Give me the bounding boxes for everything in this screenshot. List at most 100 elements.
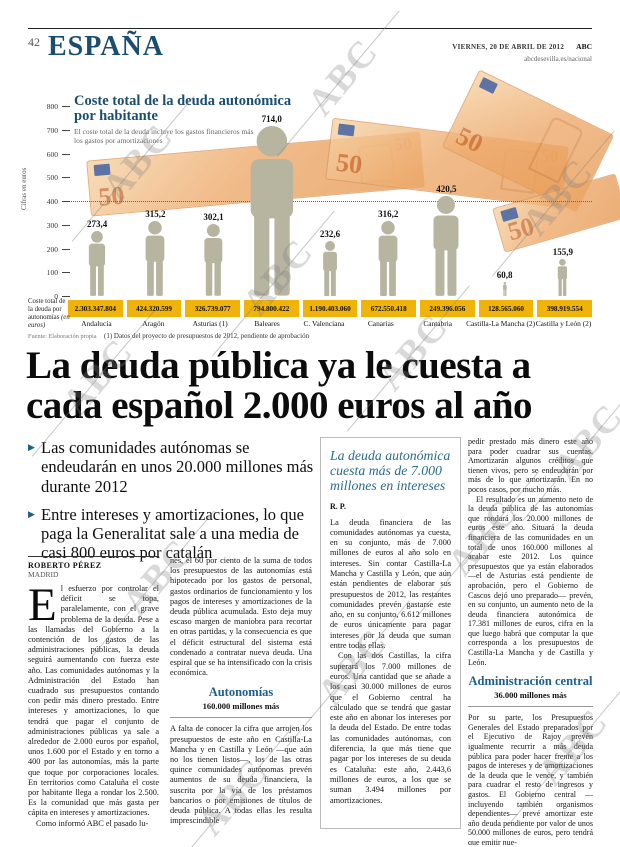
y-tick-label: 100 [46, 268, 58, 278]
y-tick-label: 0 [54, 292, 58, 301]
total-debt-box: 794.800.422 [244, 300, 299, 317]
person-pictogram-icon [433, 196, 459, 296]
date-line: VIERNES, 20 DE ABRIL DE 2012 [452, 43, 565, 51]
byline-name: ROBERTO PÉREZ [28, 561, 102, 570]
person-pictogram-icon [88, 231, 106, 296]
eu-flag-icon [478, 77, 498, 94]
chart-source: Fuente: Elaboración propia [28, 333, 97, 340]
y-tick-label: 500 [46, 173, 58, 183]
y-tick-mark [62, 129, 70, 131]
category-label: Castilla y León (2) [535, 319, 592, 328]
y-tick-label: 200 [46, 244, 58, 254]
sidebar-text: La deuda financiera de las comunidades a… [330, 517, 451, 805]
subhead-rule [468, 706, 593, 708]
byline-rule [28, 556, 159, 557]
byline-city: MADRID [28, 570, 59, 579]
bullet-triangle-icon: ▶ [28, 442, 35, 452]
total-debt-box: 672.550.418 [361, 300, 417, 317]
article-text: A falta de conocer la cifra que arrojen … [170, 724, 312, 826]
chart-totals-row: 2.303.347.804 424.320.599 326.739.077 794.8… [68, 300, 593, 317]
figure-value-label: 232,6 [319, 228, 341, 239]
figure-value-label: 155,9 [552, 246, 573, 257]
headline-line-1: La deuda pública ya le cuesta a [26, 344, 531, 387]
figure-value-label: 714,0 [261, 114, 282, 125]
figure-value-label: 302,1 [203, 212, 224, 223]
y-tick-label: 400 [46, 197, 58, 206]
subhead-autonomias: Autonomías 160.000 millones más [202, 685, 280, 712]
category-label: Canarias [367, 319, 394, 328]
figure-value-label: 316,2 [378, 208, 399, 219]
category-label: Baleares [254, 319, 280, 328]
bullet-item: ▶ Las comunidades autónomas se endeudará… [28, 438, 314, 496]
figure-value-label: 420,5 [436, 184, 457, 195]
y-tick-mark [62, 106, 70, 107]
brand-name: ABC [576, 42, 592, 51]
chart-column-3: 714,0 [243, 106, 301, 296]
subhead-rule [170, 717, 312, 719]
chart-title-block: Coste total de la deuda autonómica por h… [74, 93, 299, 146]
chart-column-2: 302,1 [184, 106, 242, 296]
category-label: Asturias (1) [192, 319, 228, 328]
main-headline: La deuda pública ya le cuesta a cada esp… [26, 346, 594, 426]
figure-value-label: 315,2 [145, 209, 166, 220]
chart-subtitle: El coste total de la deuda incluye los g… [74, 127, 254, 146]
y-tick-mark [62, 153, 70, 155]
section-title: ESPAÑA [48, 31, 164, 62]
masthead-right: VIERNES, 20 DE ABRIL DE 2012 ABC abcdese… [452, 35, 592, 64]
summary-bullets: ▶ Las comunidades autónomas se endeudará… [28, 438, 316, 572]
y-tick-mark [62, 296, 70, 297]
article-text: Por su parte, los Presupuestos Generales… [468, 713, 593, 845]
person-pictogram-icon [558, 258, 568, 296]
total-debt-box: 424.320.599 [126, 300, 182, 317]
bullet-item: ▶ Entre intereses y amortizaciones, lo q… [28, 504, 304, 563]
person-pictogram-icon [323, 240, 337, 296]
article-column-4: pedir prestado más dinero este año para … [468, 437, 593, 845]
person-pictogram-icon [145, 221, 165, 296]
chart-footnote: (1) Datos del proyecto de presupuestos d… [104, 332, 310, 340]
chart-columns: 273,4 315,2 302,1 714,0 232,6 316,2 420,5 60,8 1… [68, 106, 592, 296]
reference-line-400 [68, 201, 592, 202]
debt-chart: Coste total de la deuda autonómica por h… [20, 69, 620, 342]
y-tick-mark [62, 224, 70, 226]
figure-value-label: 273,4 [86, 219, 108, 230]
y-tick-label: 800 [46, 102, 58, 111]
y-tick-mark [62, 177, 70, 179]
category-label: Cantabria [423, 319, 453, 328]
person-pictogram-icon [502, 281, 507, 296]
sidebar-title: La deuda autonómica cuesta más de 7.000 … [330, 448, 451, 494]
chart-column-5: 316,2 [359, 106, 417, 296]
y-tick-label: 700 [46, 125, 58, 135]
total-debt-box: 249.396.056 [420, 300, 475, 317]
totals-row-label: Coste total de la deuda por autonomías (… [28, 298, 70, 330]
figure-value-label: 60,8 [496, 269, 513, 280]
chart-column-1: 315,2 [126, 106, 184, 296]
article-text: pedir prestado más dinero este año para … [468, 437, 593, 667]
chart-plot-area: 273,4 315,2 302,1 714,0 232,6 316,2 420,5 60,8 1… [68, 106, 592, 296]
bullet-triangle-icon: ▶ [28, 508, 35, 519]
site-url: abcdesevilla.es/nacional [524, 55, 592, 63]
category-label: Andalucía [81, 319, 112, 328]
person-pictogram-icon [250, 126, 293, 296]
chart-column-0: 273,4 [68, 106, 126, 296]
total-debt-box: 398.919.554 [537, 300, 593, 317]
y-tick-label: 600 [46, 149, 58, 159]
sidebar-box: La deuda autonómica cuesta más de 7.000 … [320, 437, 461, 829]
article-column-2: nes, el 60 por ciento de la suma de todo… [170, 556, 312, 845]
person-pictogram-icon [204, 224, 223, 296]
article-text: nes, el 60 por ciento de la suma de todo… [170, 556, 312, 678]
category-label: Aragón [142, 319, 165, 328]
total-debt-box: 128.565.060 [478, 300, 534, 317]
chart-column-7: 60,8 [476, 106, 534, 296]
sidebar-byline: R. P. [330, 501, 346, 511]
category-label: C. Valenciana [303, 319, 345, 328]
total-debt-box: 1.190.403.060 [302, 300, 358, 317]
total-debt-box: 326.739.077 [185, 300, 241, 317]
drop-cap: E [28, 579, 57, 631]
category-label: Castilla-La Mancha (2) [466, 319, 536, 328]
chart-title: Coste total de la deuda autonómica por h… [74, 93, 292, 125]
y-tick-mark [62, 201, 70, 202]
total-debt-box: 2.303.347.804 [68, 300, 123, 317]
headline-line-2: cada español 2.000 euros al año [26, 384, 533, 427]
y-tick-mark [62, 248, 70, 250]
